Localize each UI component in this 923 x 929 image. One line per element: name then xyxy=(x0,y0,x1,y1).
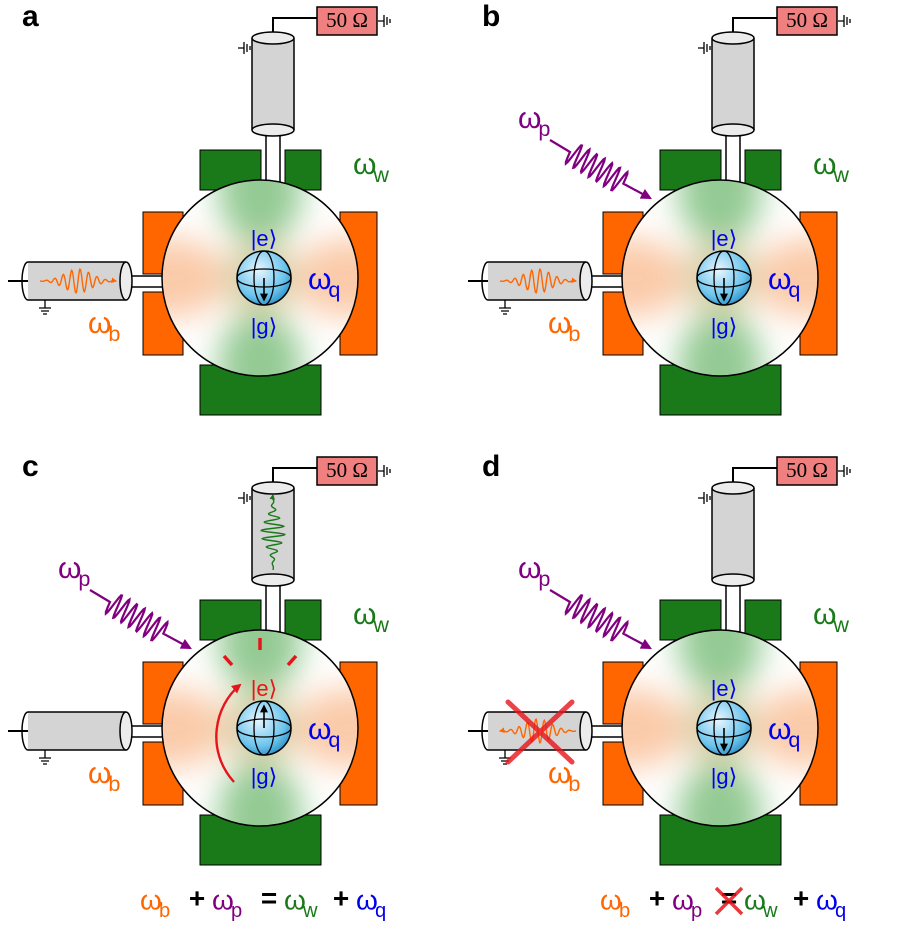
coax-end xyxy=(580,712,592,750)
omega-subscript: w xyxy=(832,612,849,637)
ground-state: |g⟩ xyxy=(711,764,738,789)
resistor-label: 50 Ω xyxy=(326,8,368,32)
coax-end xyxy=(252,32,294,44)
operator: + xyxy=(189,882,205,913)
field-orange xyxy=(577,688,687,768)
coax-end xyxy=(712,574,754,586)
omega-subscript: w xyxy=(832,162,849,187)
ground-symbol xyxy=(39,750,51,764)
ground-symbol xyxy=(698,492,710,504)
panel-label: c xyxy=(22,450,39,483)
coax-body xyxy=(712,488,754,580)
green-block xyxy=(285,600,321,640)
omega-subscript: b xyxy=(108,321,120,346)
operator: = xyxy=(261,882,277,913)
ground-state: |g⟩ xyxy=(251,314,278,339)
ground-symbol xyxy=(698,42,710,54)
coax-end xyxy=(712,482,754,494)
coax-end xyxy=(712,32,754,44)
green-block xyxy=(285,150,321,190)
omega-subscript: q xyxy=(375,900,386,922)
coax-end xyxy=(252,124,294,136)
excited-state: |e⟩ xyxy=(711,676,738,701)
green-block xyxy=(745,150,781,190)
omega-subscript: q xyxy=(328,727,340,752)
operator: + xyxy=(333,882,349,913)
omega-subscript: p xyxy=(691,900,702,922)
ground-symbol xyxy=(378,15,390,27)
omega-subscript: b xyxy=(108,771,120,796)
omega-subscript: q xyxy=(788,277,800,302)
ground-state: |g⟩ xyxy=(251,764,278,789)
green-block xyxy=(745,600,781,640)
omega-subscript: b xyxy=(568,771,580,796)
figure: a50 Ω|e⟩|g⟩ωwωqωbb50 Ω|e⟩|g⟩ωwωqωbωpc50 … xyxy=(0,0,923,929)
ground-symbol xyxy=(838,15,850,27)
omega-subscript: w xyxy=(302,900,318,922)
omega-subscript: p xyxy=(538,566,550,591)
excited-state: |e⟩ xyxy=(251,226,278,251)
field-orange xyxy=(117,688,227,768)
omega-subscript: b xyxy=(619,900,630,922)
omega-subscript: b xyxy=(568,321,580,346)
resistor-label: 50 Ω xyxy=(326,458,368,482)
coax-end xyxy=(120,262,132,300)
omega-subscript: b xyxy=(159,900,170,922)
pump-wave xyxy=(550,590,650,648)
omega-subscript: w xyxy=(372,612,389,637)
coax-body xyxy=(712,38,754,130)
coax-end xyxy=(712,124,754,136)
omega-subscript: q xyxy=(328,277,340,302)
coax-end xyxy=(252,574,294,586)
omega-subscript: q xyxy=(835,900,846,922)
ground-state: |g⟩ xyxy=(711,314,738,339)
omega-subscript: p xyxy=(231,900,242,922)
coax-end xyxy=(120,712,132,750)
panel-label: b xyxy=(482,0,500,33)
ground-symbol xyxy=(499,300,511,314)
coax-body xyxy=(28,712,126,750)
excited-state: |e⟩ xyxy=(251,676,278,701)
omega-subscript: p xyxy=(78,566,90,591)
pump-wave xyxy=(90,590,190,648)
ground-symbol xyxy=(838,465,850,477)
ground-symbol xyxy=(378,465,390,477)
ground-symbol xyxy=(238,42,250,54)
pump-wave xyxy=(550,140,650,198)
resistor-label: 50 Ω xyxy=(786,458,828,482)
panel-label: d xyxy=(482,450,500,483)
ground-symbol xyxy=(238,492,250,504)
excited-state: |e⟩ xyxy=(711,226,738,251)
operator: + xyxy=(793,882,809,913)
ground-symbol xyxy=(39,300,51,314)
wire xyxy=(733,468,777,482)
field-orange xyxy=(117,238,227,318)
wire xyxy=(273,18,317,32)
omega-subscript: q xyxy=(788,727,800,752)
coax-end xyxy=(252,482,294,494)
operator: + xyxy=(649,882,665,913)
coax-end xyxy=(580,262,592,300)
omega-subscript: w xyxy=(372,162,389,187)
omega-subscript: p xyxy=(538,116,550,141)
panel-label: a xyxy=(22,0,39,33)
coax-body xyxy=(252,38,294,130)
wire xyxy=(273,468,317,482)
field-orange xyxy=(577,238,687,318)
resistor-label: 50 Ω xyxy=(786,8,828,32)
wire xyxy=(733,18,777,32)
omega-subscript: w xyxy=(762,900,778,922)
